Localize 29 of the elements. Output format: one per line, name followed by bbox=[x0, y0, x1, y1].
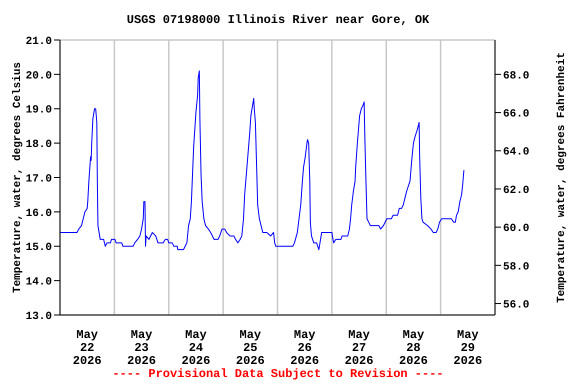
x-tick-label: May 28 2026 bbox=[399, 328, 428, 368]
text: ---- Provisional Data Subject to Revision ---- bbox=[111, 367, 445, 381]
y-axis-title: Temperature, water, degrees Celsius bbox=[12, 62, 24, 294]
y-tick-label: 20.0 bbox=[26, 70, 52, 82]
x-tick-label: May 27 2026 bbox=[344, 328, 374, 368]
x-tick-label: May 25 2026 bbox=[236, 328, 265, 368]
y2-tick-label: 58.0 bbox=[503, 261, 530, 274]
y2-tick-label: 60.0 bbox=[503, 223, 530, 236]
y-tick-label: 13.0 bbox=[26, 310, 52, 323]
y2-tick-label: 62.0 bbox=[503, 184, 530, 197]
y2-axis-title: Temperature, water, degrees Fahrenheit bbox=[556, 52, 568, 303]
x-tick-label: May 24 2026 bbox=[182, 328, 210, 368]
x-tick-label: May 29 2026 bbox=[453, 328, 482, 368]
y2-tick-label: 66.0 bbox=[503, 108, 530, 120]
y-tick-label: 16.0 bbox=[26, 208, 52, 220]
y2-tick-label: 56.0 bbox=[503, 299, 530, 312]
x-tick-label: May 23 2026 bbox=[127, 328, 156, 368]
y-tick-label: 17.0 bbox=[26, 173, 52, 186]
x-tick-label: May 22 2026 bbox=[72, 328, 102, 368]
chart-title: USGS 07198000 Illinois River near Gore, OK bbox=[126, 13, 430, 27]
y2-tick-label: 68.0 bbox=[503, 70, 530, 82]
line-series bbox=[60, 70, 465, 250]
x-tick-label: May 26 2026 bbox=[290, 328, 320, 368]
y-tick-label: 19.0 bbox=[26, 104, 52, 117]
y-tick-label: 21.0 bbox=[26, 36, 52, 48]
y2-tick-label: 64.0 bbox=[503, 146, 530, 159]
y-tick-label: 18.0 bbox=[26, 139, 52, 152]
y-tick-label: 14.0 bbox=[26, 276, 52, 289]
y-tick-label: 15.0 bbox=[26, 242, 52, 254]
